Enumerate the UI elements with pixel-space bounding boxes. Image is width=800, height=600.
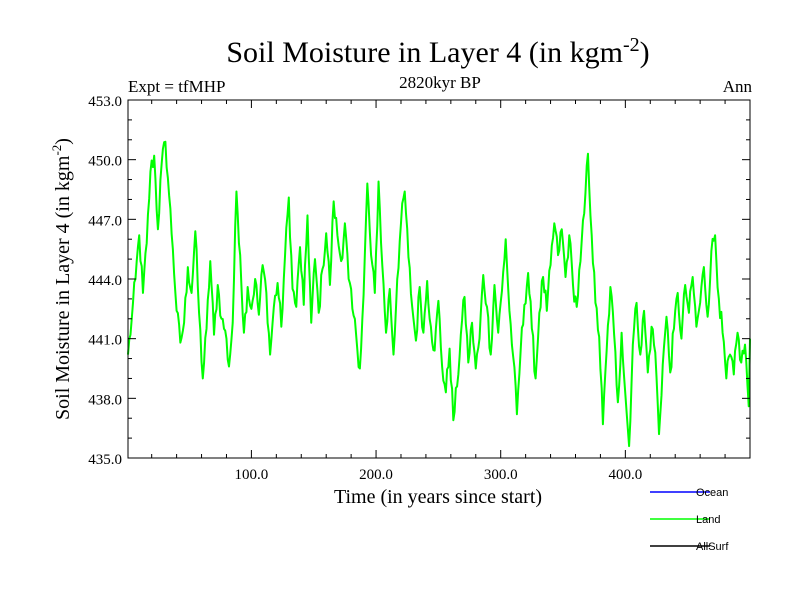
series-line-land <box>127 140 751 448</box>
x-tick-label: 100.0 <box>235 467 269 483</box>
legend-label-ocean: Ocean <box>696 487 728 499</box>
y-tick-label: 438.0 <box>88 392 122 408</box>
y-axis-label-main: Soil Moisture in Layer 4 (in kgm <box>52 155 74 420</box>
x-tick-label: 200.0 <box>359 467 393 483</box>
season-label: Ann <box>723 77 753 96</box>
chart-subtitle: 2820kyr BP <box>399 73 481 92</box>
x-tick-label: 400.0 <box>608 467 642 483</box>
y-tick-label: 444.0 <box>88 273 122 289</box>
y-tick-label: 441.0 <box>88 333 122 349</box>
chart-title-superscript: -2 <box>623 34 640 56</box>
x-tick-label: 300.0 <box>484 467 518 483</box>
chart-title: Soil Moisture in Layer 4 (in kgm-2) <box>226 34 649 69</box>
legend-label-allsurf: AllSurf <box>696 541 729 553</box>
legend-label-land: Land <box>696 514 720 526</box>
y-tick-label: 435.0 <box>88 452 122 468</box>
plot-frame <box>127 99 751 459</box>
y-axis-label: Soil Moisture in Layer 4 (in kgm-2) <box>49 138 74 420</box>
y-tick-label: 447.0 <box>88 213 122 229</box>
y-tick-label: 453.0 <box>88 94 122 110</box>
y-axis-label-superscript: -2 <box>49 145 64 156</box>
legend: Ocean Land AllSurf <box>650 487 729 553</box>
y-tick-label: 450.0 <box>88 154 122 170</box>
x-axis-label: Time (in years since start) <box>334 486 542 508</box>
series-group <box>127 140 751 448</box>
y-axis-label-close: ) <box>52 138 74 145</box>
chart-title-close: ) <box>640 36 650 69</box>
experiment-label: Expt = tfMHP <box>128 77 225 96</box>
chart-title-main: Soil Moisture in Layer 4 (in kgm <box>226 36 623 69</box>
